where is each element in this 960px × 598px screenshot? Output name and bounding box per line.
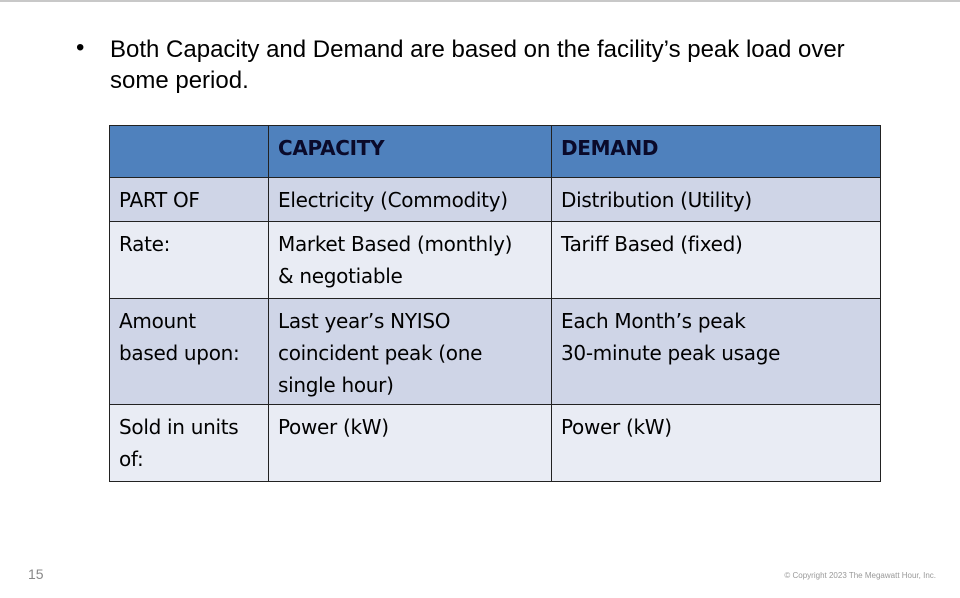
table-cell: Rate: [109, 221, 269, 299]
table-row: Sold in units of: Power (kW) Power (kW) [109, 404, 881, 482]
table-cell: Power (kW) [551, 404, 881, 482]
cell-text: single hour) [278, 373, 394, 397]
bullet-text: Both Capacity and Demand are based on th… [110, 36, 845, 94]
page-number: 15 [28, 566, 44, 582]
table-cell: Each Month’s peak 30-minute peak usage [551, 298, 881, 405]
cell-text: Distribution (Utility) [561, 188, 752, 212]
copyright: © Copyright 2023 The Megawatt Hour, Inc. [784, 571, 936, 580]
table-cell: Tariff Based (fixed) [551, 221, 881, 299]
cell-text: Last year’s NYISO [278, 309, 451, 333]
cell-text: Tariff Based (fixed) [561, 232, 743, 256]
table-row: Rate: Market Based (monthly) & negotiable T… [109, 221, 881, 299]
cell-text: DEMAND [561, 136, 659, 160]
cell-text: CAPACITY [278, 136, 385, 160]
cell-text: Market Based (monthly) [278, 232, 513, 256]
cell-text: Amount [119, 309, 196, 333]
cell-text: coincident peak (one [278, 341, 483, 365]
top-rule [0, 0, 960, 2]
table-row: Amount based upon: Last year’s NYISO coinci… [109, 298, 881, 405]
table-cell: DEMAND [551, 125, 881, 178]
table-cell: Distribution (Utility) [551, 177, 881, 222]
cell-text: Power (kW) [561, 415, 672, 439]
table-cell: Sold in units of: [109, 404, 269, 482]
table-cell: CAPACITY [268, 125, 552, 178]
table-cell: Market Based (monthly) & negotiable [268, 221, 552, 299]
cell-text: based upon: [119, 341, 240, 365]
bullet-dot: • [76, 34, 85, 61]
table-row: CAPACITY DEMAND [109, 125, 881, 178]
table-cell: Power (kW) [268, 404, 552, 482]
cell-text: Rate: [119, 232, 171, 256]
cell-text: Electricity (Commodity) [278, 188, 508, 212]
table-cell: Last year’s NYISO coincident peak (one sin… [268, 298, 552, 405]
table-cell: PART OF [109, 177, 269, 222]
table-cell: Electricity (Commodity) [268, 177, 552, 222]
cell-text: of: [119, 447, 144, 471]
comparison-table: CAPACITY DEMAND PART OF Electricity (Commod… [109, 125, 881, 482]
cell-text: Power (kW) [278, 415, 389, 439]
cell-text: Each Month’s peak [561, 309, 746, 333]
cell-text: Sold in units [119, 415, 239, 439]
cell-text: PART OF [119, 188, 200, 212]
table-cell [109, 125, 269, 178]
cell-text [119, 132, 259, 164]
table-row: PART OF Electricity (Commodity) Distributi… [109, 177, 881, 222]
table-cell: Amount based upon: [109, 298, 269, 405]
cell-text: & negotiable [278, 264, 403, 288]
cell-text: 30-minute peak usage [561, 341, 781, 365]
